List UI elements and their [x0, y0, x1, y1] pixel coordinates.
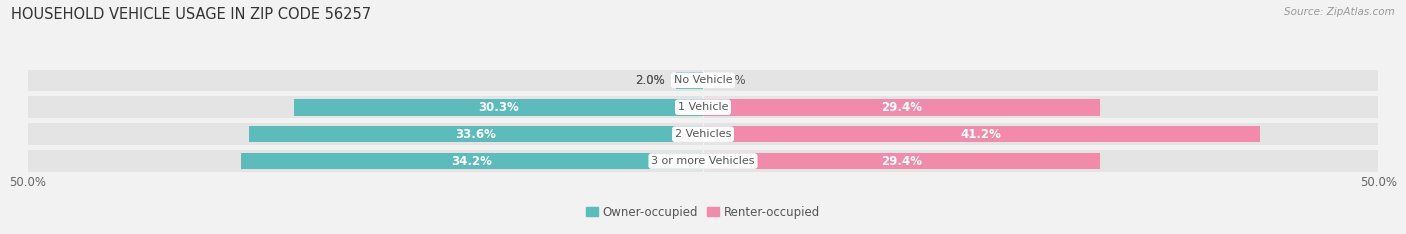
Text: HOUSEHOLD VEHICLE USAGE IN ZIP CODE 56257: HOUSEHOLD VEHICLE USAGE IN ZIP CODE 5625… [11, 7, 371, 22]
Text: 3 or more Vehicles: 3 or more Vehicles [651, 156, 755, 166]
Bar [240, 153, 703, 169]
Text: 29.4%: 29.4% [882, 154, 922, 168]
Bar [28, 150, 1378, 172]
Bar [28, 96, 1378, 118]
Bar [676, 72, 703, 89]
Text: 29.4%: 29.4% [882, 101, 922, 114]
Text: 34.2%: 34.2% [451, 154, 492, 168]
Text: Source: ZipAtlas.com: Source: ZipAtlas.com [1284, 7, 1395, 17]
Bar [703, 99, 1099, 116]
Bar [294, 99, 703, 116]
Bar [249, 126, 703, 143]
Text: 33.6%: 33.6% [456, 128, 496, 141]
Text: 2.0%: 2.0% [636, 74, 665, 87]
Text: 1 Vehicle: 1 Vehicle [678, 102, 728, 112]
Text: 2 Vehicles: 2 Vehicles [675, 129, 731, 139]
Bar [703, 126, 1260, 143]
Legend: Owner-occupied, Renter-occupied: Owner-occupied, Renter-occupied [581, 201, 825, 223]
Bar [703, 153, 1099, 169]
Text: No Vehicle: No Vehicle [673, 75, 733, 85]
Text: 0.0%: 0.0% [717, 74, 747, 87]
Text: 30.3%: 30.3% [478, 101, 519, 114]
Text: 2.0%: 2.0% [636, 74, 665, 87]
Bar [28, 123, 1378, 145]
Text: 41.2%: 41.2% [960, 128, 1001, 141]
Bar [28, 69, 1378, 91]
